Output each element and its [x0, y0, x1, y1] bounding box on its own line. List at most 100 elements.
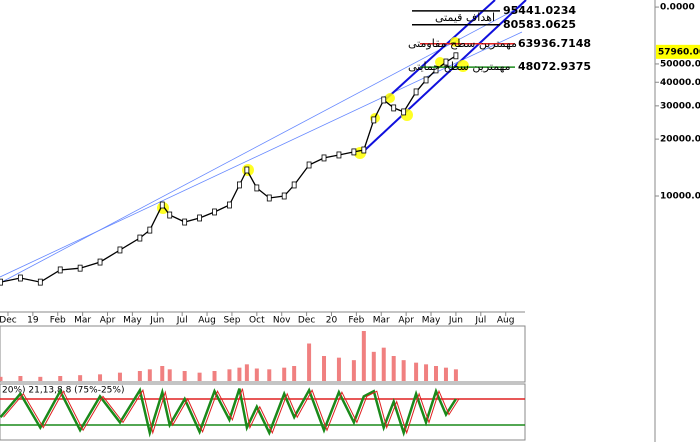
volume-bar: [98, 374, 103, 381]
candle: [351, 148, 357, 156]
volume-bar: [38, 376, 43, 381]
level-label: 95441.0234: [503, 4, 576, 17]
volume-bar: [434, 366, 439, 381]
volume-bar: [361, 331, 366, 381]
volume-bar: [292, 366, 297, 381]
volume-bar: [182, 371, 187, 381]
candle: [453, 52, 459, 60]
candle: [237, 181, 242, 189]
x-tick-label: Nov: [273, 316, 291, 326]
x-tick-label: Mar: [74, 316, 91, 326]
volume-bar: [197, 372, 202, 381]
volume-bar: [167, 369, 172, 381]
volume-bar: [58, 376, 63, 381]
volume-bar: [0, 376, 3, 381]
candle: [77, 264, 83, 272]
candle: [336, 151, 342, 159]
candle: [413, 88, 419, 96]
candle: [423, 76, 429, 84]
candle: [281, 192, 287, 200]
x-tick-label: Apr: [398, 316, 414, 326]
candle: [291, 181, 297, 189]
last-price-box: [656, 44, 700, 59]
x-tick-label: Aug: [497, 316, 515, 326]
level-name: مهمترین سطح مقاومتی: [408, 37, 517, 50]
volume-bar: [371, 351, 376, 381]
y-tick-label: 0.0000: [660, 3, 695, 13]
x-tick-label: Aug: [198, 316, 216, 326]
oscillator-signal: [3, 388, 460, 435]
y-tick-label: 10000.00: [660, 191, 700, 201]
channel-line: [384, 0, 496, 101]
candle: [147, 226, 153, 234]
oscillator-pane: [0, 383, 526, 441]
highlight: [385, 93, 395, 103]
candle: [254, 184, 260, 192]
volume-bar: [117, 372, 122, 381]
oscillator-line: [0, 386, 457, 438]
x-tick-label: Jun: [149, 316, 164, 326]
volume-bar: [424, 364, 429, 381]
candle: [37, 278, 43, 286]
volume-bar: [78, 375, 83, 381]
candle: [391, 104, 397, 112]
x-tick-label: Mar: [373, 316, 390, 326]
candle: [182, 218, 188, 226]
x-tick-label: May: [123, 316, 142, 326]
level-label: 80583.0625: [503, 18, 576, 31]
candle: [361, 146, 367, 154]
x-tick-label: Sep: [223, 316, 240, 326]
candle: [57, 266, 63, 274]
candle: [18, 274, 23, 282]
x-tick-label: Dec: [0, 316, 17, 326]
volume-bar: [351, 360, 356, 381]
x-tick-label: Jul: [176, 316, 188, 326]
candle: [117, 246, 123, 254]
candle: [401, 108, 407, 116]
level-name: مهمترین سطح حمایتی: [408, 60, 511, 73]
candle: [212, 208, 217, 216]
candle: [137, 234, 143, 242]
volume-pane: [0, 325, 526, 383]
x-tick-label: Jul: [474, 316, 486, 326]
candle: [371, 116, 377, 124]
volume-bar: [401, 360, 406, 381]
candle: [443, 58, 449, 66]
y-tick-label: 30000.00: [660, 101, 700, 111]
candle: [306, 161, 312, 169]
highlight: [457, 60, 469, 72]
volume-bar: [391, 356, 396, 381]
candle: [97, 258, 103, 266]
volume-bar: [381, 347, 386, 381]
x-tick-label: 19: [27, 316, 39, 326]
x-tick-label: Feb: [348, 316, 364, 326]
volume-bar: [453, 369, 458, 381]
volume-bar: [336, 357, 341, 381]
volume-bar: [212, 371, 217, 381]
volume-bar: [282, 367, 287, 381]
candle: [197, 214, 202, 222]
y-tick-label: 20000.00: [660, 135, 700, 145]
volume-bar: [307, 343, 312, 381]
y-tick-label: 50000.00: [660, 59, 700, 69]
x-tick-label: Jun: [448, 316, 463, 326]
trendline: [0, 5, 523, 284]
volume-bar: [237, 367, 242, 381]
volume-bar: [227, 369, 232, 381]
level-label: 48072.9375: [518, 60, 591, 73]
x-tick-label: Dec: [298, 316, 315, 326]
volume-bar: [147, 369, 152, 381]
x-tick-label: May: [422, 316, 441, 326]
candle: [227, 201, 232, 209]
volume-bar: [267, 369, 272, 381]
volume-bar: [254, 368, 259, 381]
volume-bar: [244, 364, 249, 381]
candle: [244, 166, 250, 174]
candle: [321, 154, 327, 162]
x-tick-label: 20: [326, 316, 338, 326]
x-tick-label: Oct: [249, 316, 265, 326]
volume-bar: [137, 371, 142, 381]
candle: [0, 278, 3, 286]
volume-bar: [160, 366, 165, 381]
